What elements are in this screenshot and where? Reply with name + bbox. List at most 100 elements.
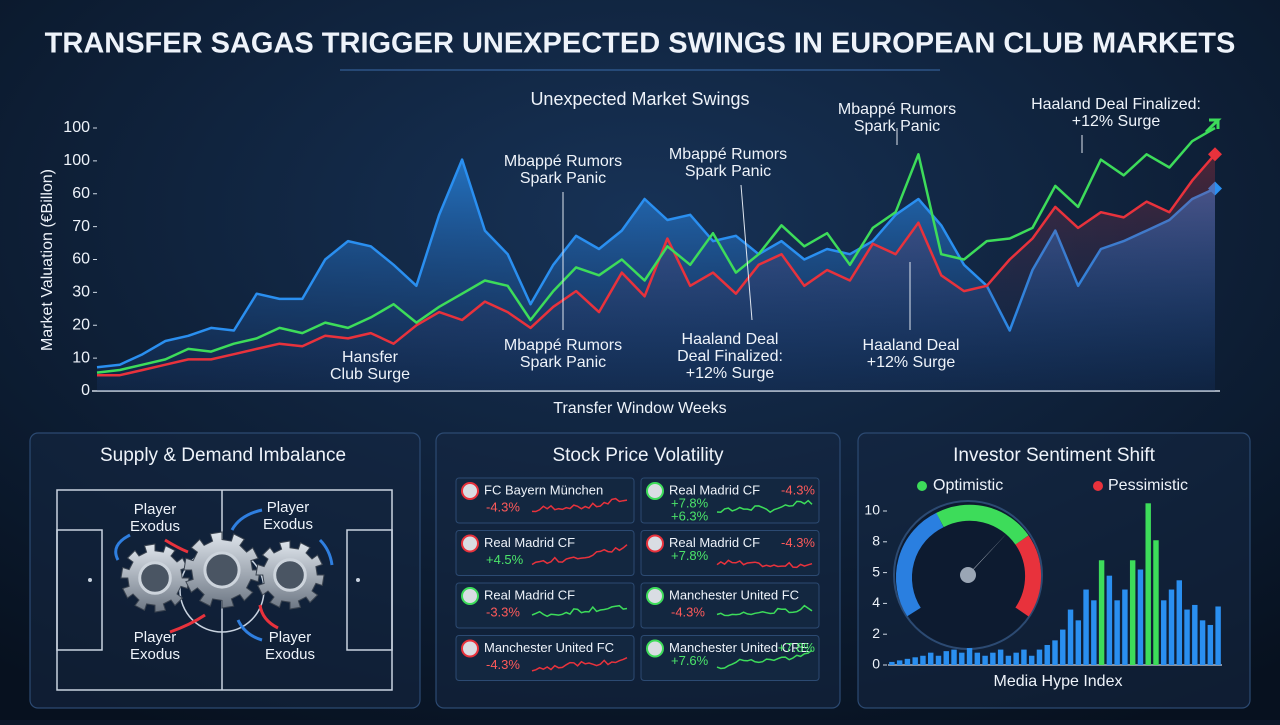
annotation: Spark Panic bbox=[854, 118, 940, 135]
panel-title: Investor Sentiment Shift bbox=[953, 445, 1155, 466]
annotation: +12% Surge bbox=[686, 365, 775, 382]
bar bbox=[1106, 575, 1113, 665]
sparkline bbox=[531, 604, 628, 618]
sparkline bbox=[531, 497, 628, 513]
stock-card bbox=[455, 582, 635, 629]
sparkline bbox=[716, 649, 813, 670]
bar bbox=[1091, 600, 1097, 665]
legend-label: Optimistic bbox=[933, 477, 1003, 494]
y-tick-label: 8 bbox=[872, 533, 880, 549]
panel-title: Stock Price Volatility bbox=[552, 445, 724, 466]
bar bbox=[1153, 540, 1159, 665]
legend-swatch bbox=[917, 481, 927, 491]
club-name: Real Madrid CF bbox=[484, 535, 575, 550]
stock-card bbox=[640, 530, 820, 576]
bar bbox=[1168, 589, 1175, 665]
y-tick-label: 60 bbox=[72, 185, 90, 202]
bar bbox=[943, 651, 949, 665]
flow-label: Exodus bbox=[265, 646, 315, 663]
bar bbox=[1044, 644, 1050, 665]
bar bbox=[928, 652, 934, 665]
club-name: Real Madrid CF bbox=[669, 535, 760, 550]
gauge bbox=[893, 500, 1043, 650]
club-name: Manchester United FC bbox=[484, 640, 614, 655]
end-marker bbox=[1204, 118, 1222, 134]
club-badge bbox=[646, 534, 664, 553]
flow-label: Player bbox=[269, 629, 312, 646]
bar bbox=[935, 655, 942, 665]
bar bbox=[966, 648, 973, 665]
gear-hub bbox=[273, 558, 307, 592]
annotation: Hansfer bbox=[342, 349, 399, 366]
bar bbox=[997, 649, 1004, 665]
y-tick-label: 30 bbox=[72, 284, 90, 301]
bar bbox=[912, 657, 918, 665]
bar bbox=[951, 649, 957, 665]
club-badge bbox=[646, 587, 664, 605]
bar bbox=[974, 652, 981, 665]
sparkline bbox=[716, 604, 813, 617]
price-change: +7.8% bbox=[671, 495, 709, 510]
club-name: Real Madrid CF bbox=[484, 587, 575, 602]
page-title: TRANSFER SAGAS TRIGGER UNEXPECTED SWINGS… bbox=[45, 28, 1236, 60]
bar bbox=[982, 655, 988, 665]
club-badge bbox=[461, 534, 479, 553]
bar bbox=[920, 655, 926, 665]
panel-title: Supply & Demand Imbalance bbox=[100, 445, 346, 466]
stock-card bbox=[640, 582, 820, 629]
y-tick-label: 100 bbox=[63, 119, 90, 136]
bar bbox=[1207, 624, 1214, 665]
y-tick-label: 4 bbox=[872, 594, 880, 610]
price-change: +7.6% bbox=[671, 653, 709, 668]
bar bbox=[1129, 560, 1136, 665]
flow-label: Player bbox=[267, 499, 310, 516]
club-badge bbox=[461, 639, 479, 658]
flow-label: Player bbox=[134, 629, 177, 646]
annotation: Mbappé Rumors bbox=[504, 337, 622, 354]
bar bbox=[1176, 580, 1182, 665]
series-line bbox=[96, 126, 1216, 374]
price-change: -3.3% bbox=[486, 604, 520, 619]
y-tick-label: 70 bbox=[72, 218, 90, 235]
price-change: +7.8% bbox=[778, 640, 816, 655]
y-tick-label: 60 bbox=[72, 251, 90, 268]
annotation: +12% Surge bbox=[867, 354, 956, 371]
stock-card bbox=[640, 635, 820, 681]
flow-label: Player bbox=[134, 501, 177, 518]
annotation: Haaland Deal bbox=[863, 337, 960, 354]
bar bbox=[1036, 649, 1043, 665]
bar bbox=[1083, 589, 1089, 665]
bar bbox=[1005, 655, 1012, 665]
price-change: +6.3% bbox=[671, 508, 709, 523]
flow-label: Exodus bbox=[130, 518, 180, 535]
club-badge bbox=[646, 482, 664, 500]
bar bbox=[1098, 560, 1105, 665]
annotation: Spark Panic bbox=[520, 170, 606, 187]
y-tick-label: 10 bbox=[72, 349, 90, 366]
flow-label: Exodus bbox=[130, 646, 180, 663]
club-name: Manchester United FC bbox=[669, 587, 799, 602]
bar bbox=[904, 658, 911, 665]
gear-hub bbox=[203, 551, 241, 589]
bar bbox=[1021, 649, 1027, 665]
end-marker bbox=[1208, 147, 1222, 162]
club-name: Real Madrid CF bbox=[669, 482, 760, 497]
price-change: +4.5% bbox=[486, 552, 524, 567]
y-tick-label: 20 bbox=[72, 316, 90, 333]
y-tick-label: 10 bbox=[864, 502, 880, 518]
stock-card bbox=[455, 530, 635, 576]
y-tick-label: 0 bbox=[81, 382, 90, 399]
area bbox=[97, 154, 1215, 391]
legend-label: Pessimistic bbox=[1108, 477, 1188, 494]
club-badge bbox=[461, 587, 479, 605]
price-change: +7.8% bbox=[671, 548, 709, 563]
price-change: -4.3% bbox=[486, 657, 520, 672]
annotation-connector bbox=[740, 184, 753, 321]
bar bbox=[1184, 609, 1190, 665]
gear-hub bbox=[138, 561, 172, 595]
club-badge bbox=[646, 639, 664, 658]
annotation: Mbappé Rumors bbox=[504, 153, 622, 170]
annotation: Spark Panic bbox=[520, 354, 606, 371]
